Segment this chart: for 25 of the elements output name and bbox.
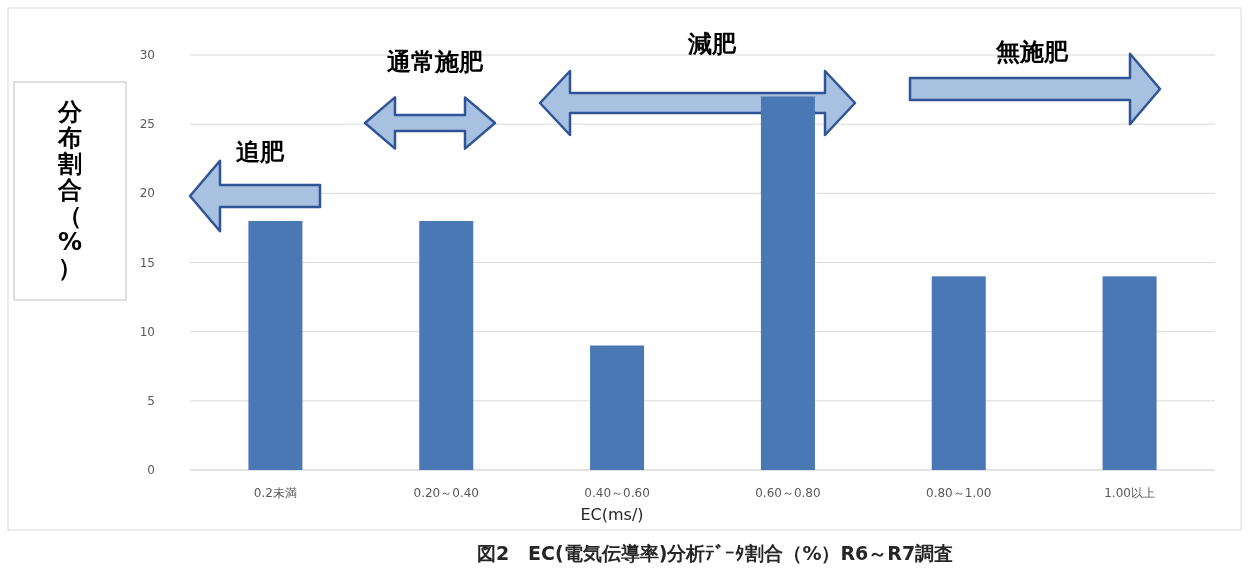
x-tick-label: 0.20～0.40 (413, 486, 479, 500)
bar (1102, 276, 1157, 470)
y-tick-label: 25 (139, 117, 155, 132)
y-tick-label: 15 (139, 255, 155, 270)
x-tick-label: 0.60～0.80 (755, 486, 821, 500)
y-tick-label: 10 (139, 324, 155, 339)
annotation: 減肥 (687, 30, 737, 58)
bar (419, 221, 474, 470)
bar (590, 345, 645, 470)
annotation: 追肥 (236, 138, 285, 166)
y-tick-label: 30 (139, 48, 155, 62)
annotation: 通常施肥 (386, 48, 484, 76)
annotation: 無施肥 (995, 38, 1069, 66)
y-tick-label: 20 (139, 186, 155, 201)
x-tick-label: 0.80～1.00 (926, 486, 992, 500)
bar (931, 276, 986, 470)
y-tick-label: 5 (147, 393, 155, 408)
x-axis-title: EC(ms/) (580, 505, 644, 524)
x-tick-label: 1.00以上 (1104, 486, 1155, 500)
x-tick-label: 0.2未満 (253, 486, 297, 500)
caption: 図2 EC(電気伝導率)分析ﾃﾞｰﾀ割合（%）R6～R7調査 (476, 542, 954, 564)
bar (760, 96, 815, 470)
y-axis-title: 分布割合（%） (57, 98, 83, 282)
y-tick-label: 0 (147, 463, 155, 477)
x-tick-label: 0.40～0.60 (584, 486, 650, 500)
